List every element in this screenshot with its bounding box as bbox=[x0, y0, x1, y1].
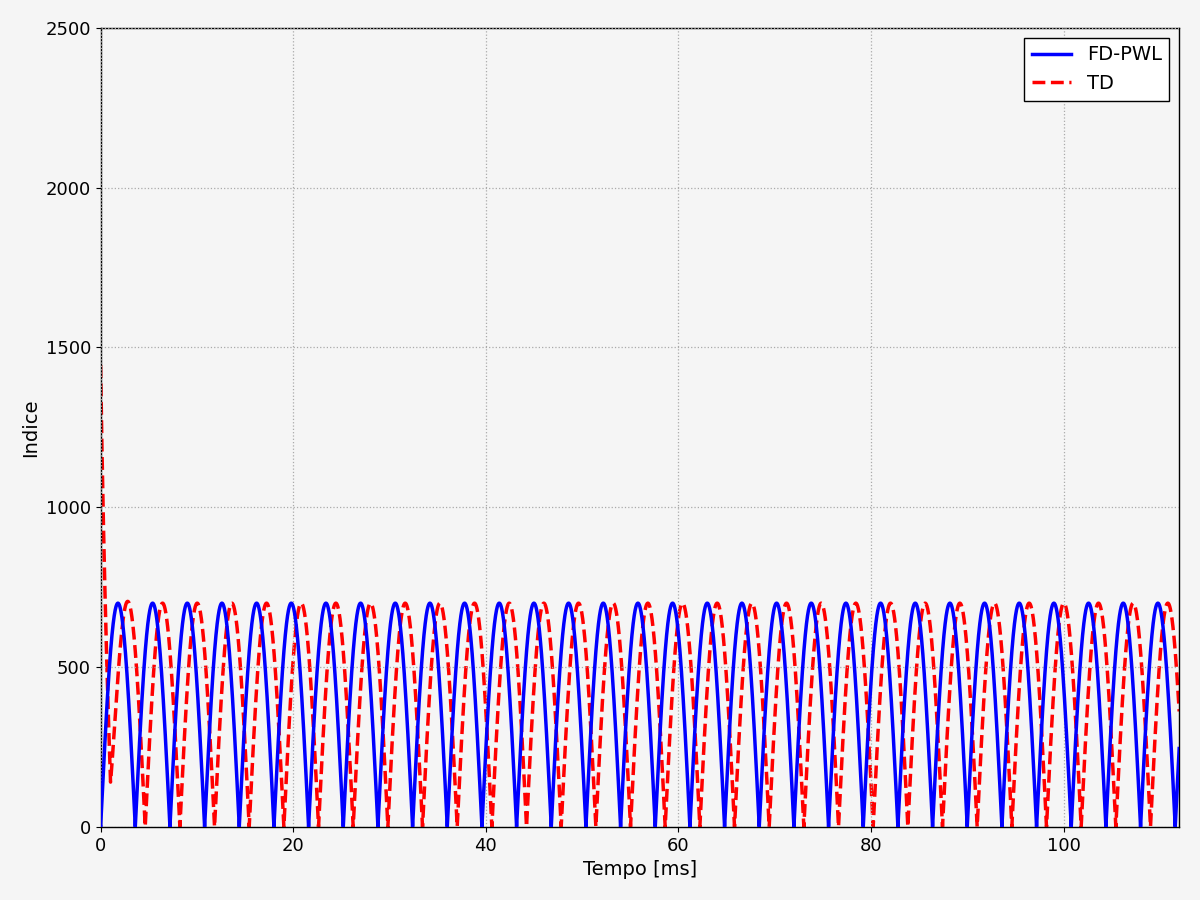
FD-PWL bbox=[1018, 626, 1032, 636]
TD bbox=[346, 822, 360, 832]
FD-PWL bbox=[1055, 658, 1069, 669]
TD bbox=[84, 602, 98, 613]
TD bbox=[1018, 615, 1032, 626]
FD-PWL bbox=[436, 728, 450, 739]
Line: TD: TD bbox=[91, 0, 1189, 827]
TD bbox=[907, 693, 922, 704]
TD bbox=[205, 790, 220, 801]
TD bbox=[1182, 749, 1196, 760]
FD-PWL bbox=[198, 822, 212, 832]
X-axis label: Tempo [ms]: Tempo [ms] bbox=[583, 860, 697, 879]
FD-PWL bbox=[1182, 610, 1196, 621]
TD bbox=[976, 721, 990, 732]
FD-PWL bbox=[1046, 598, 1061, 608]
Legend: FD-PWL, TD: FD-PWL, TD bbox=[1025, 38, 1170, 101]
FD-PWL bbox=[205, 668, 220, 679]
TD bbox=[436, 604, 450, 615]
FD-PWL bbox=[84, 650, 98, 661]
Line: FD-PWL: FD-PWL bbox=[91, 603, 1189, 827]
Y-axis label: Indice: Indice bbox=[20, 398, 40, 456]
FD-PWL bbox=[976, 602, 990, 613]
TD bbox=[1055, 600, 1069, 611]
FD-PWL bbox=[907, 598, 922, 609]
